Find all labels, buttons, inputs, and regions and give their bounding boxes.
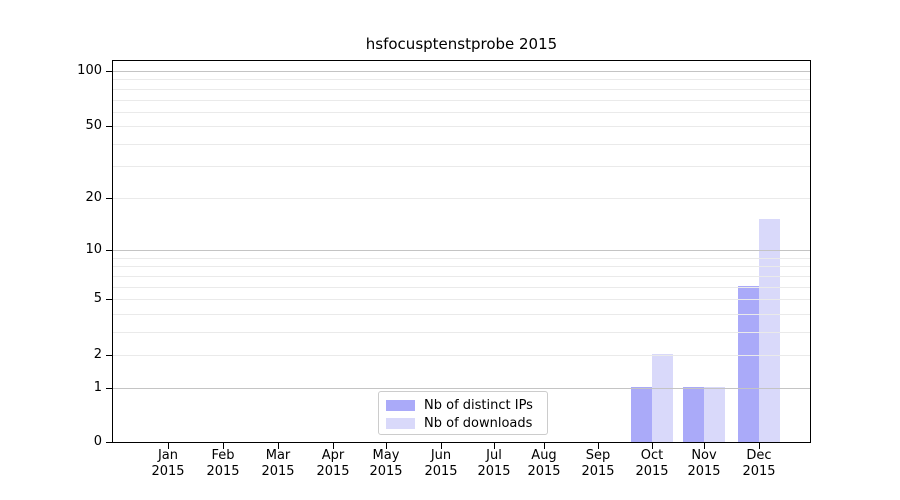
y-tick-mark-100 xyxy=(106,71,113,72)
gridline-y-10 xyxy=(113,250,810,251)
gridline-y-5 xyxy=(113,298,810,300)
y-tick-mark-5 xyxy=(106,298,113,300)
legend-swatch-distinct-ips xyxy=(386,400,415,411)
x-tick-label-aug: Aug 2015 xyxy=(527,448,561,479)
gridline-y-7 xyxy=(113,275,810,277)
gridline-y-90 xyxy=(113,79,810,81)
y-tick-label-5: 5 xyxy=(93,290,102,306)
legend-item-distinct-ips: Nb of distinct IPs xyxy=(386,397,539,414)
x-tick-label-dec: Dec 2015 xyxy=(742,448,776,479)
legend-label-distinct-ips: Nb of distinct IPs xyxy=(424,398,533,413)
x-tick-label-sep: Sep 2015 xyxy=(581,448,615,479)
x-tick-mark-feb xyxy=(223,443,224,449)
legend: Nb of distinct IPs Nb of downloads xyxy=(378,391,548,435)
x-tick-mark-oct xyxy=(652,443,653,449)
gridline-y-8 xyxy=(113,266,810,268)
x-tick-mark-sep xyxy=(598,443,599,449)
plot-area: Nb of distinct IPs Nb of downloads xyxy=(112,60,811,443)
y-tick-label-10: 10 xyxy=(85,242,102,257)
y-tick-label-100: 100 xyxy=(77,63,102,78)
bar-downloads-nov xyxy=(704,386,725,442)
x-tick-label-feb: Feb 2015 xyxy=(206,448,240,479)
x-tick-label-jan: Jan 2015 xyxy=(151,448,185,479)
x-tick-label-may: May 2015 xyxy=(369,448,403,479)
x-tick-mark-may xyxy=(386,443,387,449)
gridline-y-9 xyxy=(113,257,810,259)
x-tick-mark-nov xyxy=(704,443,705,449)
x-tick-mark-apr xyxy=(333,443,334,449)
y-tick-label-1: 1 xyxy=(93,379,102,395)
y-tick-mark-20 xyxy=(106,197,113,199)
gridline-y-3 xyxy=(113,331,810,333)
gridline-y-70 xyxy=(113,99,810,101)
y-tick-mark-50 xyxy=(106,126,113,128)
y-tick-label-20: 20 xyxy=(85,189,102,205)
legend-swatch-downloads xyxy=(386,418,415,429)
bar-downloads-dec xyxy=(759,218,780,442)
bar-distinct-ips-dec xyxy=(738,285,759,442)
x-tick-mark-aug xyxy=(544,443,545,449)
x-tick-mark-mar xyxy=(278,443,279,449)
gridline-y-2 xyxy=(113,354,810,356)
y-tick-mark-10 xyxy=(106,250,113,251)
chart-title: hsfocusptenstprobe 2015 xyxy=(365,35,558,53)
y-tick-label-0: 0 xyxy=(93,434,102,449)
y-tick-label-50: 50 xyxy=(85,118,102,134)
gridline-y-4 xyxy=(113,313,810,315)
legend-item-downloads: Nb of downloads xyxy=(386,415,539,432)
x-tick-label-jun: Jun 2015 xyxy=(424,448,458,479)
gridline-y-20 xyxy=(113,197,810,199)
gridline-y-6 xyxy=(113,286,810,288)
y-tick-mark-1 xyxy=(106,387,113,389)
gridline-y-100 xyxy=(113,71,810,72)
bar-distinct-ips-oct xyxy=(631,386,652,442)
legend-label-downloads: Nb of downloads xyxy=(424,416,533,431)
x-tick-label-mar: Mar 2015 xyxy=(261,448,295,479)
gridline-y-50 xyxy=(113,126,810,128)
x-tick-label-jul: Jul 2015 xyxy=(477,448,511,479)
gridline-y-80 xyxy=(113,88,810,90)
x-tick-mark-jun xyxy=(441,443,442,449)
x-tick-label-oct: Oct 2015 xyxy=(635,448,669,479)
bar-downloads-oct xyxy=(652,353,673,442)
y-tick-mark-2 xyxy=(106,354,113,356)
x-tick-label-apr: Apr 2015 xyxy=(316,448,350,479)
x-tick-mark-jan xyxy=(168,443,169,449)
gridline-y-40 xyxy=(113,143,810,145)
y-tick-label-2: 2 xyxy=(93,346,102,362)
bar-distinct-ips-nov xyxy=(683,386,704,442)
y-tick-mark-0 xyxy=(106,442,113,443)
x-tick-mark-jul xyxy=(494,443,495,449)
gridline-y-1 xyxy=(113,387,810,389)
gridline-y-60 xyxy=(113,111,810,113)
x-tick-label-nov: Nov 2015 xyxy=(687,448,721,479)
x-tick-mark-dec xyxy=(759,443,760,449)
gridline-y-30 xyxy=(113,166,810,168)
